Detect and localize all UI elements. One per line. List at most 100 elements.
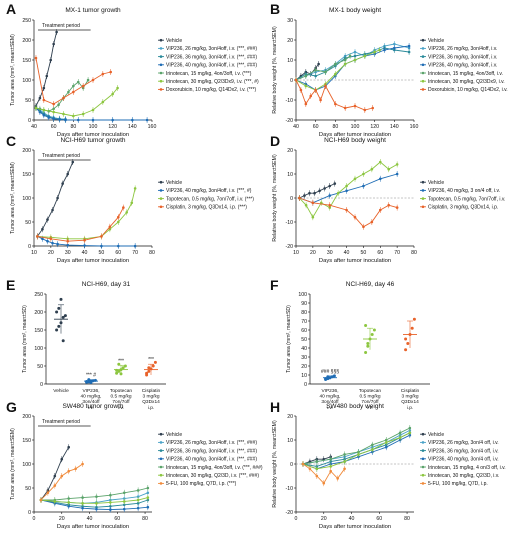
data-point (370, 167, 374, 171)
y-tick-label: 20 (287, 148, 293, 154)
y-tick-label: 0 (290, 78, 293, 84)
legend-marker (159, 432, 163, 436)
data-point (412, 317, 416, 321)
data-point (343, 453, 346, 456)
data-point (408, 426, 412, 430)
y-tick-label: 20 (287, 38, 293, 44)
data-point (370, 333, 374, 336)
significance-label: *** (148, 357, 154, 363)
panel-a: A MX-1 tumor growth 0 50 100 150 200 250 Tumor a… (6, 1, 259, 138)
legend-entry: VIP236, 40 mg/kg, 3on/4 off, i.v. (428, 457, 499, 463)
data-point (384, 441, 388, 444)
data-point (122, 491, 126, 495)
x-axis-label: Days after tumor inoculation (319, 524, 391, 530)
y-tick-label: 30 (301, 355, 307, 361)
y-tick-label: 150 (34, 328, 43, 334)
y-tick-label: 200 (34, 310, 43, 316)
data-point (51, 208, 54, 212)
data-point (57, 324, 61, 328)
y-tick-label: 100 (22, 78, 31, 84)
x-tick-label: 20 (59, 516, 65, 522)
data-point (147, 366, 151, 370)
data-point (357, 453, 360, 456)
data-point (117, 362, 121, 366)
data-point (311, 215, 315, 219)
y-axis-label: Tumor area (mm², mean±SEM) (10, 34, 16, 106)
panel-letter: H (270, 399, 280, 415)
series-1 (294, 41, 411, 83)
data-point (125, 211, 129, 214)
data-point (393, 42, 396, 46)
y-tick-label: 10 (301, 373, 307, 379)
data-point (66, 243, 70, 247)
legend-marker (159, 79, 163, 83)
data-point (109, 504, 112, 508)
y-tick-label: 90 (301, 301, 307, 307)
x-tick-label: 70 (394, 250, 400, 256)
x-tick-label: 60 (51, 124, 57, 130)
data-point (67, 90, 70, 94)
legend-marker (421, 63, 425, 67)
data-point (304, 203, 308, 207)
y-tick-label: 200 (22, 38, 31, 44)
y-tick-label: 200 (22, 148, 31, 154)
treatment-period-label: Treatment period (42, 153, 80, 159)
chart-title: MX-1 body weight (329, 7, 381, 14)
data-point (116, 220, 120, 224)
data-point (294, 78, 298, 82)
y-tick-label: 40 (301, 346, 307, 352)
data-point (55, 30, 58, 34)
y-tick-label: -20 (286, 118, 294, 124)
data-point (100, 244, 103, 248)
y-tick-label: 100 (34, 346, 43, 352)
chart-title: NCI-H69, day 46 (346, 281, 395, 288)
data-point (364, 351, 368, 354)
legend-marker (421, 482, 425, 485)
data-point (109, 493, 112, 497)
data-point (345, 189, 348, 193)
data-point (299, 88, 303, 92)
y-axis-label: Relative body weight (%, mean±SEM) (272, 154, 278, 242)
x-tick-label: 160 (410, 124, 419, 130)
x-tick-label: 80 (411, 250, 417, 256)
data-point (314, 68, 317, 72)
series-line (37, 161, 74, 237)
data-point (328, 184, 332, 188)
data-point (136, 498, 140, 502)
data-point (57, 103, 60, 107)
data-point (371, 443, 374, 447)
series-6 (301, 461, 346, 487)
data-point (334, 72, 337, 76)
data-point (334, 62, 337, 66)
data-point (311, 201, 315, 205)
legend-entry: 5-FU, 100 mg/kg, Q7D, i.p. (428, 481, 488, 487)
data-point (318, 189, 321, 193)
x-tick-label: 80 (142, 516, 148, 522)
data-point (362, 225, 365, 229)
data-point (72, 84, 75, 88)
data-point (42, 108, 46, 112)
x-tick-label: 60 (115, 250, 121, 256)
y-tick-label: 10 (287, 58, 293, 64)
data-point (57, 306, 61, 310)
y-tick-label: -20 (286, 244, 294, 250)
data-point (91, 78, 95, 82)
y-tick-label: 0 (304, 382, 307, 388)
legend-entry: Vehicle (428, 180, 444, 186)
data-point (147, 369, 151, 373)
series-3 (294, 43, 411, 93)
data-point (67, 501, 71, 504)
data-point (378, 160, 382, 164)
series-6 (39, 461, 84, 503)
data-point (309, 94, 313, 98)
data-point (308, 191, 311, 195)
data-point (133, 187, 137, 190)
data-point (395, 172, 399, 176)
legend-marker (159, 205, 163, 209)
data-point (329, 465, 333, 468)
y-tick-label: 50 (301, 337, 307, 343)
data-point (116, 86, 119, 90)
series-line (37, 188, 136, 240)
data-point (49, 237, 53, 241)
data-point (111, 92, 114, 96)
